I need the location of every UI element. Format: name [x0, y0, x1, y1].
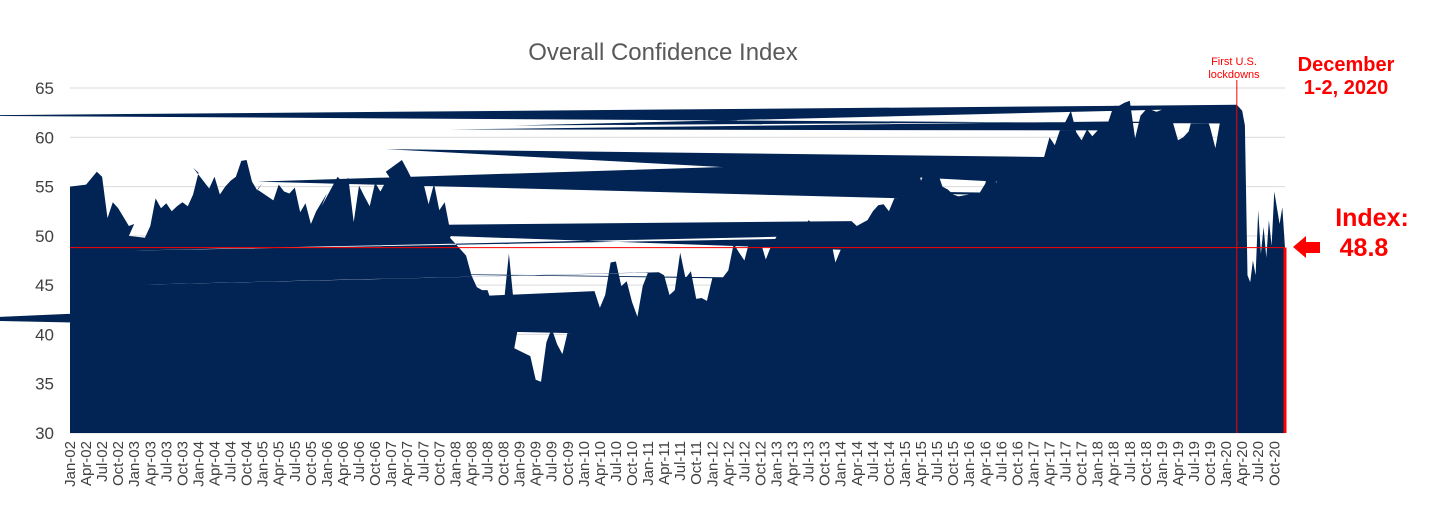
y-tick-label: 30	[35, 424, 54, 443]
x-tick-label: Jul-11	[672, 441, 689, 481]
x-tick-label: Jul-08	[480, 441, 497, 482]
x-tick-label: Jan-14	[833, 441, 850, 487]
lockdown-label-line2: lockdowns	[1208, 69, 1260, 81]
x-tick-label: Jan-15	[897, 441, 914, 487]
y-tick-label: 50	[35, 227, 54, 246]
x-tick-label: Jan-07	[383, 441, 400, 487]
x-tick-label: Jan-09	[512, 441, 529, 487]
x-tick-label: Jan-03	[126, 441, 143, 487]
x-tick-label: Apr-16	[977, 441, 994, 486]
x-tick-label: Jan-10	[576, 441, 593, 487]
reference-lines	[70, 80, 1287, 433]
x-tick-label: Apr-19	[1170, 441, 1187, 486]
x-tick-label: Apr-09	[528, 441, 545, 486]
x-tick-label: Oct-05	[303, 441, 320, 486]
lockdown-label-line1: First U.S.	[1211, 56, 1257, 68]
x-tick-label: Jul-18	[1122, 441, 1139, 482]
y-tick-label: 45	[35, 276, 54, 295]
x-tick-label: Apr-10	[592, 441, 609, 486]
x-tick-label: Jan-08	[447, 441, 464, 487]
x-tick-label: Oct-08	[496, 441, 513, 486]
x-tick-label: Jul-07	[415, 441, 432, 482]
x-tick-label: Jan-05	[255, 441, 272, 487]
x-tick-label: Oct-17	[1074, 441, 1091, 486]
x-tick-label: Oct-13	[817, 441, 834, 486]
x-tick-label: Oct-11	[688, 441, 705, 485]
x-tick-label: Apr-14	[849, 441, 866, 486]
confidence-area	[0, 100, 1285, 433]
x-tick-label: Jan-17	[1025, 441, 1042, 487]
x-axis-ticks: Jan-02 Apr-02 Jul-02 Oct-02 Jan-03 Apr-03 Jul-…	[62, 441, 1283, 487]
x-tick-label: Oct-12	[753, 441, 770, 486]
x-tick-label: Jul-06	[351, 441, 368, 482]
x-tick-label: Jan-12	[704, 441, 721, 487]
x-tick-label: Jan-18	[1090, 441, 1107, 487]
x-tick-label: Apr-17	[1042, 441, 1059, 486]
y-tick-label: 35	[35, 375, 54, 394]
x-tick-label: Jan-19	[1154, 441, 1171, 487]
x-tick-label: Oct-16	[1009, 441, 1026, 486]
x-tick-label: Jan-13	[769, 441, 786, 487]
x-tick-label: Jan-20	[1218, 441, 1235, 487]
x-tick-label: Oct-02	[110, 441, 127, 486]
x-tick-label: Oct-03	[174, 441, 191, 486]
y-tick-label: 55	[35, 178, 54, 197]
x-tick-label: Apr-18	[1106, 441, 1123, 486]
x-tick-label: Jul-14	[865, 441, 882, 482]
x-tick-label: Jul-05	[287, 441, 304, 482]
x-tick-label: Oct-04	[239, 441, 256, 486]
x-tick-label: Apr-13	[785, 441, 802, 486]
x-tick-label: Apr-20	[1234, 441, 1251, 486]
y-tick-label: 65	[35, 79, 54, 98]
x-tick-label: Apr-04	[207, 441, 224, 486]
x-tick-label: Apr-06	[335, 441, 352, 486]
x-tick-label: Jan-11	[640, 441, 657, 486]
y-tick-label: 40	[35, 325, 54, 344]
x-tick-label: Oct-07	[431, 441, 448, 486]
x-tick-label: Oct-15	[945, 441, 962, 486]
x-tick-label: Apr-03	[142, 441, 159, 486]
index-label: Index:	[1335, 204, 1409, 232]
x-tick-label: Jul-04	[223, 441, 240, 482]
index-value: 48.8	[1340, 234, 1389, 262]
x-tick-label: Apr-07	[399, 441, 416, 486]
x-tick-label: Oct-06	[367, 441, 384, 486]
x-tick-label: Jul-12	[736, 441, 753, 482]
date-annotation-line2: 1-2, 2020	[1304, 77, 1389, 99]
y-axis-ticks: 30 35 40 45 50 55 60 65	[35, 79, 54, 443]
x-tick-label: Jul-20	[1250, 441, 1267, 482]
x-tick-label: Jul-16	[993, 441, 1010, 482]
x-tick-label: Oct-14	[881, 441, 898, 486]
x-tick-label: Apr-12	[720, 441, 737, 486]
x-tick-label: Apr-05	[271, 441, 288, 486]
x-tick-label: Apr-15	[913, 441, 930, 486]
x-tick-label: Apr-11	[656, 441, 673, 485]
x-tick-label: Jul-17	[1058, 441, 1075, 482]
x-tick-label: Oct-18	[1138, 441, 1155, 486]
x-tick-label: Jan-02	[62, 441, 79, 487]
x-tick-label: Oct-20	[1266, 441, 1283, 486]
x-tick-label: Jan-06	[319, 441, 336, 487]
x-tick-label: Oct-10	[624, 441, 641, 486]
x-tick-label: Jul-13	[801, 441, 818, 482]
x-tick-label: Oct-19	[1202, 441, 1219, 486]
x-tick-label: Jul-03	[158, 441, 175, 482]
x-tick-label: Jan-04	[191, 441, 208, 487]
x-tick-label: Apr-02	[78, 441, 95, 486]
index-arrow-icon	[1293, 236, 1320, 258]
x-tick-label: Jul-19	[1186, 441, 1203, 482]
x-tick-label: Jul-09	[544, 441, 561, 482]
x-tick-label: Oct-09	[560, 441, 577, 486]
x-tick-label: Jul-15	[929, 441, 946, 482]
x-tick-label: Apr-08	[463, 441, 480, 486]
y-tick-label: 60	[35, 128, 54, 147]
x-tick-label: Jul-02	[94, 441, 111, 482]
x-tick-label: Jul-10	[608, 441, 625, 482]
x-tick-label: Jan-16	[961, 441, 978, 487]
chart-title: Overall Confidence Index	[528, 39, 797, 66]
date-annotation-line1: December	[1298, 54, 1395, 76]
